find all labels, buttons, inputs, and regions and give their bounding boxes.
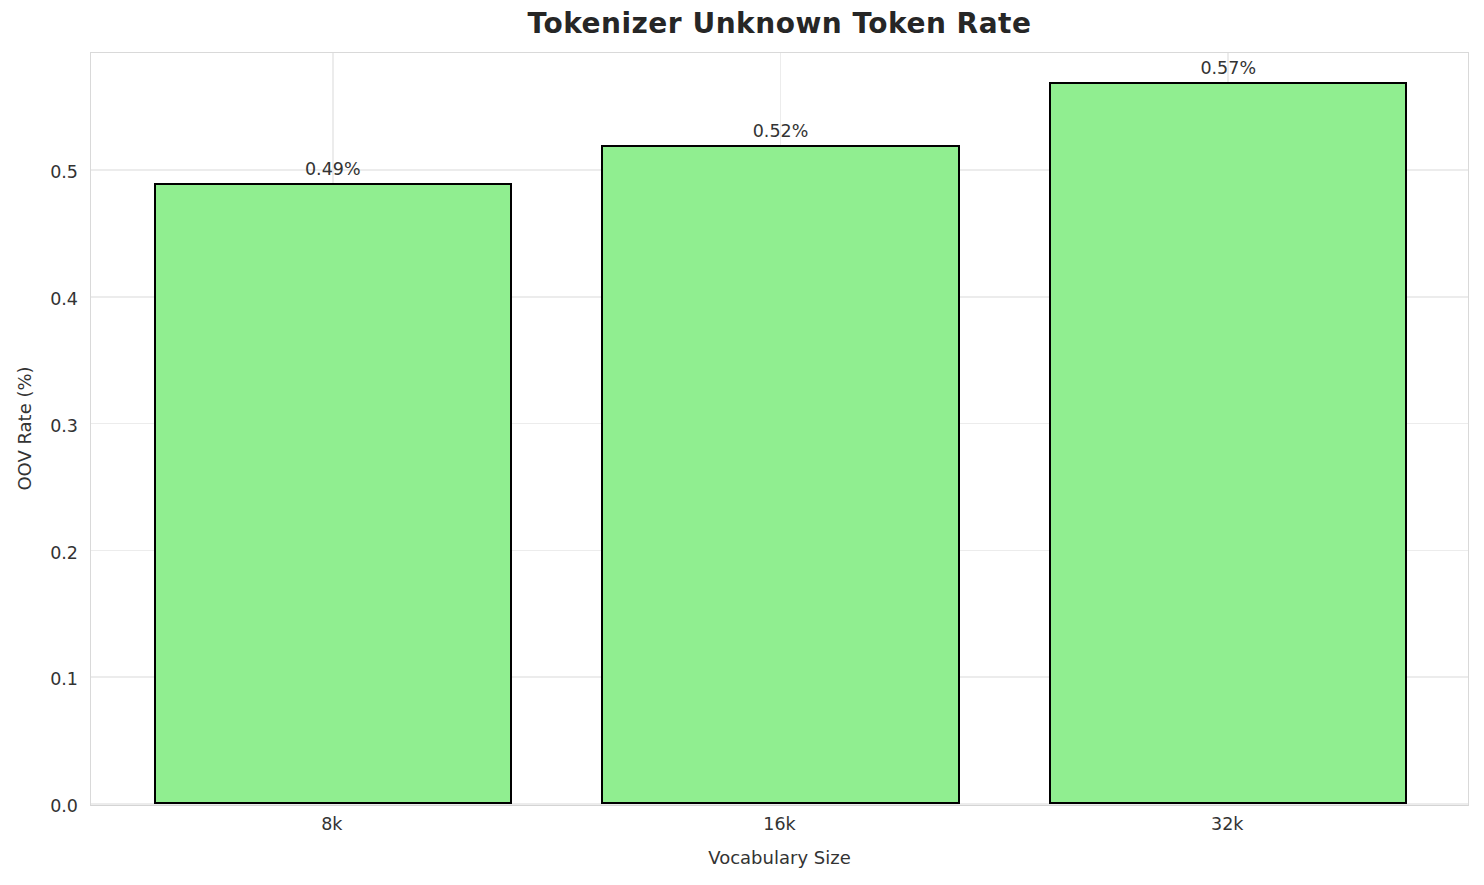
bar-value-label: 0.49% <box>253 159 413 179</box>
chart-title: Tokenizer Unknown Token Rate <box>90 7 1469 40</box>
chart-figure: Tokenizer Unknown Token Rate 0.49%0.52%0… <box>0 0 1484 885</box>
bar-value-label: 0.52% <box>701 121 861 141</box>
x-axis-label: Vocabulary Size <box>90 847 1469 868</box>
x-tick-label: 32k <box>1147 814 1307 834</box>
bar-16k <box>601 145 959 804</box>
x-tick-label: 8k <box>252 814 412 834</box>
x-tick-label: 16k <box>700 814 860 834</box>
bar-8k <box>154 183 512 804</box>
bar-32k <box>1049 82 1407 804</box>
y-axis-label: OOV Rate (%) <box>14 0 35 859</box>
plot-area: 0.49% 0.52% 0.57% <box>90 52 1469 806</box>
bar-value-label: 0.57% <box>1148 58 1308 78</box>
